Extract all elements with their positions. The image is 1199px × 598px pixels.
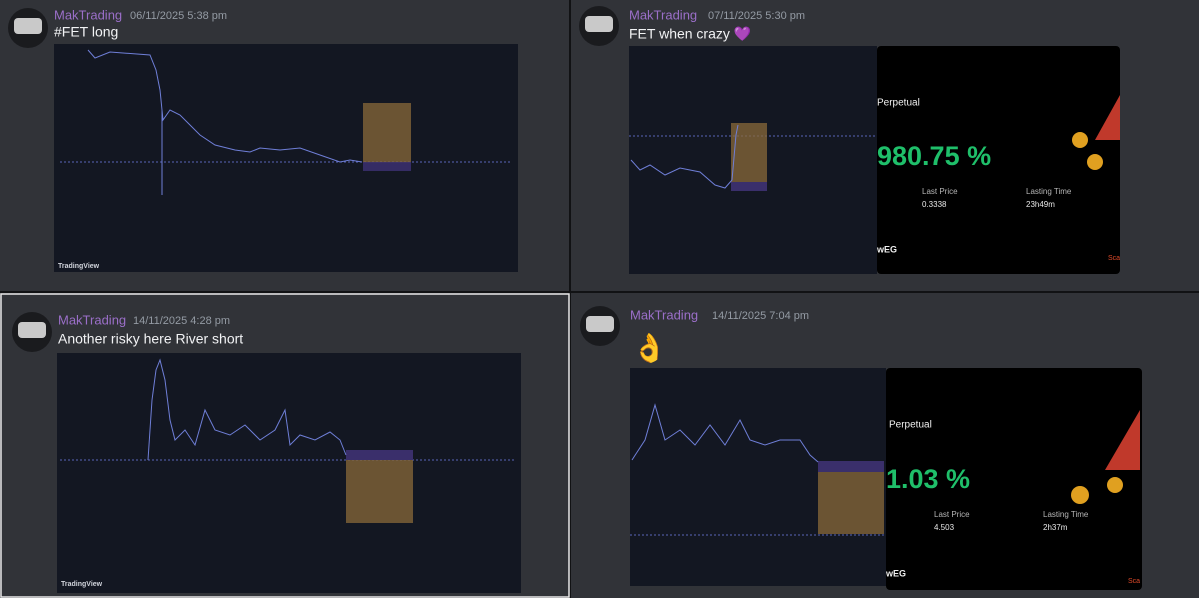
price-line-chart — [631, 403, 819, 463]
message[interactable]: MakTrading 06/11/2025 5:38 pm #FET long … — [8, 7, 518, 272]
card-label: Lasting Time — [1043, 510, 1089, 519]
coin-art — [1087, 154, 1103, 170]
message-emoji: 👌 — [632, 332, 667, 364]
stop-zone — [363, 162, 411, 171]
coin-art — [1071, 486, 1089, 504]
price-line-chart — [630, 124, 739, 189]
price-line-chart — [147, 358, 347, 461]
rocket-art — [1105, 410, 1140, 470]
author[interactable]: MakTrading — [629, 7, 697, 22]
card-label: Last Price — [922, 187, 958, 196]
author[interactable]: MakTrading — [630, 307, 698, 322]
pnl-card[interactable] — [877, 46, 1120, 274]
author[interactable]: MakTrading — [54, 7, 122, 22]
card-scan: Sca — [1128, 578, 1140, 585]
coin-art — [1072, 132, 1088, 148]
watermark: TradingView — [58, 263, 100, 270]
timestamp: 14/11/2025 7:04 pm — [712, 310, 809, 322]
avatar-art — [585, 16, 613, 32]
selection-border — [0, 293, 570, 598]
card-roi: 980.75 % — [877, 141, 991, 171]
message[interactable]: MakTrading 07/11/2025 5:30 pm FET when c… — [579, 6, 1120, 274]
avatar-art — [18, 322, 46, 338]
chart-image[interactable] — [54, 44, 518, 272]
card-label: Lasting Time — [1026, 187, 1072, 196]
avatar-art — [586, 316, 614, 332]
card-value: 23h49m — [1026, 200, 1055, 209]
stop-zone — [818, 461, 884, 472]
coin-art — [1107, 477, 1123, 493]
card-headline: Perpetual — [877, 98, 920, 109]
timestamp: 07/11/2025 5:30 pm — [708, 10, 805, 22]
target-zone — [363, 103, 411, 163]
card-scan: Sca — [1108, 255, 1120, 262]
card-value: 0.3338 — [922, 200, 947, 209]
card-value: 2h37m — [1043, 523, 1068, 532]
card-headline: Perpetual — [889, 420, 932, 431]
rocket-art — [1095, 95, 1120, 140]
stop-zone — [346, 450, 413, 460]
pnl-card[interactable] — [886, 368, 1142, 590]
target-zone — [731, 123, 767, 183]
watermark: TradingView — [61, 581, 103, 588]
timestamp: 06/11/2025 5:38 pm — [130, 10, 227, 22]
price-line-chart — [87, 49, 363, 163]
card-label: Last Price — [934, 510, 970, 519]
card-footer: wEG — [885, 568, 906, 578]
card-value: 4.503 — [934, 523, 955, 532]
target-zone — [346, 460, 413, 523]
timestamp: 14/11/2025 4:28 pm — [133, 315, 230, 327]
avatar-art — [14, 18, 42, 34]
message-text: FET when crazy 💜 — [629, 26, 752, 42]
message[interactable]: MakTrading 14/11/2025 7:04 pm 👌 Perpetua… — [580, 306, 1142, 590]
card-footer: wEG — [876, 244, 897, 254]
chart-image[interactable] — [57, 353, 521, 593]
message-text: Another risky here River short — [58, 331, 243, 347]
stop-zone — [731, 182, 767, 191]
message[interactable]: MakTrading 14/11/2025 4:28 pm Another ri… — [12, 312, 521, 593]
author[interactable]: MakTrading — [58, 312, 126, 327]
message-text: #FET long — [54, 24, 118, 40]
target-zone — [818, 472, 884, 534]
card-roi: 1.03 % — [886, 464, 970, 494]
